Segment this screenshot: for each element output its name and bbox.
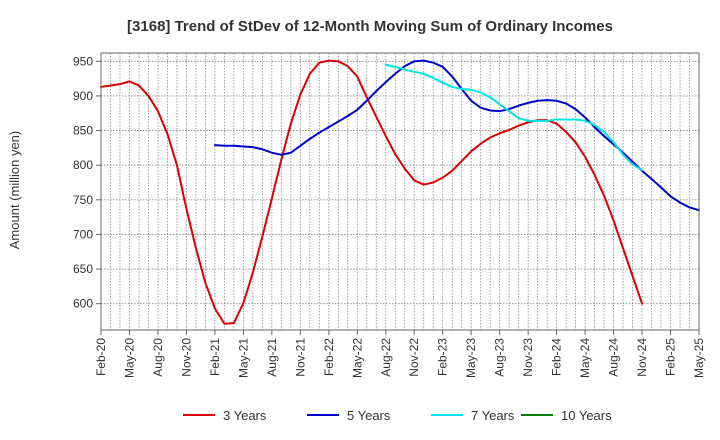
x-tick-label: Aug-22	[379, 338, 393, 377]
legend: 3 Years 5 Years 7 Years 10 Years	[183, 408, 612, 423]
x-tick-label: May-22	[350, 338, 364, 378]
y-axis-label: Amount (million yen)	[7, 131, 22, 250]
y-tick-label: 600	[73, 297, 93, 311]
series-line-3-years	[100, 59, 644, 325]
series-line-7-years	[384, 63, 644, 172]
x-tick-label: Feb-25	[664, 338, 678, 376]
x-tick-label: Aug-20	[151, 338, 165, 377]
x-tick-label: Feb-24	[550, 338, 564, 376]
legend-label: 5 Years	[347, 408, 391, 423]
legend-label: 10 Years	[561, 408, 612, 423]
x-tick-label: Feb-22	[322, 338, 336, 376]
x-tick-label: May-23	[464, 338, 478, 378]
y-tick-label: 900	[73, 89, 93, 103]
y-tick-label: 750	[73, 193, 93, 207]
x-tick-label: Nov-24	[635, 338, 649, 377]
x-tick-label: May-24	[578, 338, 592, 378]
x-tick-label: Aug-23	[493, 338, 507, 377]
chart-title: [3168] Trend of StDev of 12-Month Moving…	[127, 18, 613, 35]
legend-label: 3 Years	[223, 408, 267, 423]
tick-layer: 600 650 700 750 800 850 900 950 Feb-20 May-20 Aug-…	[73, 54, 706, 378]
y-tick-label: 650	[73, 262, 93, 276]
legend-label: 7 Years	[471, 408, 515, 423]
series-layer	[100, 59, 700, 325]
x-tick-label: Feb-21	[208, 338, 222, 376]
x-tick-label: Nov-23	[521, 338, 535, 377]
y-tick-label: 700	[73, 227, 93, 241]
x-tick-label: Nov-22	[407, 338, 421, 377]
x-tick-label: May-25	[692, 338, 706, 378]
y-tick-label: 850	[73, 124, 93, 138]
y-tick-label: 950	[73, 54, 93, 68]
x-tick-label: Feb-23	[436, 338, 450, 376]
plot-frame	[100, 52, 700, 331]
x-tick-label: May-21	[236, 338, 250, 378]
y-tick-label: 800	[73, 158, 93, 172]
x-tick-label: Aug-24	[607, 338, 621, 377]
x-tick-label: Aug-21	[265, 338, 279, 377]
grid-layer	[100, 53, 700, 330]
x-tick-label: May-20	[122, 338, 136, 378]
x-tick-label: Feb-20	[94, 338, 108, 376]
x-tick-label: Nov-21	[293, 338, 307, 377]
x-tick-label: Nov-20	[179, 338, 193, 377]
